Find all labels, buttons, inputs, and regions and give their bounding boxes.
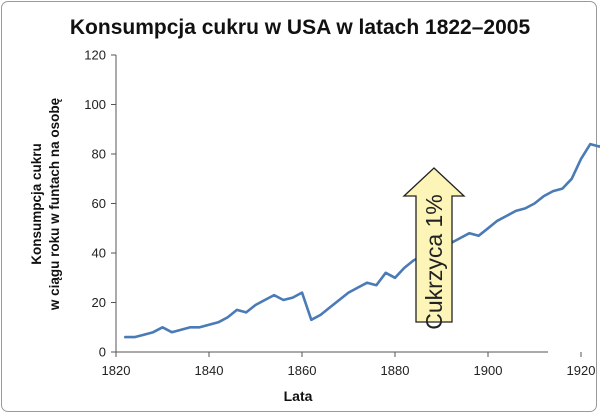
y-tick-label: 60: [92, 196, 106, 211]
y-tick-label: 40: [92, 246, 106, 261]
x-tick-label: 1920: [567, 363, 596, 378]
y-tick-label: 0: [99, 345, 106, 360]
x-tick-label: 1860: [288, 363, 317, 378]
x-tick-label: 1840: [195, 363, 224, 378]
x-axis-label: Lata: [283, 388, 313, 404]
x-tick-label: 1900: [474, 363, 503, 378]
x-tick-label: 1880: [381, 363, 410, 378]
series-layer: [124, 142, 600, 339]
y-tick-label: 120: [84, 48, 106, 63]
series-line-0: [124, 142, 600, 339]
y-tick-label: 20: [92, 295, 106, 310]
diabetes-annotation: Cukrzyca 1%: [402, 167, 466, 330]
chart-title: Konsumpcja cukru w USA w latach 1822–200…: [69, 16, 531, 39]
arrow-up-icon: [402, 167, 466, 323]
axes: 0204060801001201820184018601880190019201…: [84, 48, 596, 379]
y-tick-label: 80: [92, 147, 106, 162]
y-tick-label: 100: [84, 97, 106, 112]
annotation-label: Cukrzyca 1%: [421, 194, 447, 329]
x-tick-label: 1820: [102, 363, 131, 378]
